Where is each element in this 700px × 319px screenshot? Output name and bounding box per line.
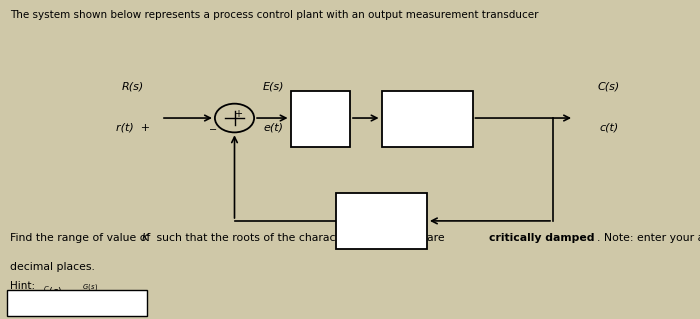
Text: $\frac{C}{R}(s) = \frac{G(s)}{1+GH(s)}$$.$: $\frac{C}{R}(s) = \frac{G(s)}{1+GH(s)}$$… bbox=[43, 282, 111, 304]
Text: critically damped: critically damped bbox=[489, 233, 595, 243]
Text: Hint:: Hint: bbox=[10, 281, 39, 291]
Text: c(t): c(t) bbox=[599, 122, 619, 133]
Text: r(t)  +: r(t) + bbox=[116, 122, 150, 133]
Text: C(s): C(s) bbox=[598, 81, 620, 91]
Text: The system shown below represents a process control plant with an output measure: The system shown below represents a proc… bbox=[10, 10, 539, 19]
Text: E(s): E(s) bbox=[262, 81, 284, 91]
FancyBboxPatch shape bbox=[382, 91, 472, 147]
Text: e(t): e(t) bbox=[263, 122, 283, 133]
Text: . Note: enter your answer as a fracti: . Note: enter your answer as a fracti bbox=[597, 233, 700, 243]
Text: 10: 10 bbox=[374, 201, 389, 214]
Text: type your answer...: type your answer... bbox=[15, 298, 115, 308]
Text: K: K bbox=[141, 233, 148, 243]
Text: R(s): R(s) bbox=[122, 81, 144, 91]
Text: 3: 3 bbox=[423, 99, 431, 112]
Text: s + 10: s + 10 bbox=[363, 228, 400, 238]
FancyBboxPatch shape bbox=[336, 193, 427, 249]
Text: s + 2: s + 2 bbox=[412, 126, 442, 136]
FancyBboxPatch shape bbox=[7, 290, 147, 316]
Text: K: K bbox=[314, 110, 327, 128]
Text: such that the roots of the characteristic question are: such that the roots of the characteristi… bbox=[153, 233, 448, 243]
Text: −: − bbox=[209, 125, 217, 135]
Text: decimal places.: decimal places. bbox=[10, 262, 95, 271]
Text: +: + bbox=[234, 109, 242, 119]
Text: Find the range of value of: Find the range of value of bbox=[10, 233, 155, 243]
FancyBboxPatch shape bbox=[290, 91, 350, 147]
